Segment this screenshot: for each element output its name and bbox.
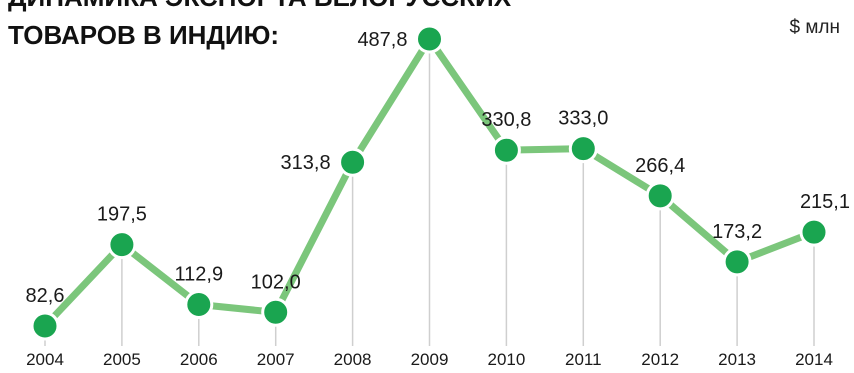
data-point-2007: [261, 297, 291, 327]
value-label-2005: 197,5: [97, 204, 147, 226]
chart-title: ДИНАМИКА ЭКСПОРТА БЕЛОРУССКИХ ТОВАРОВ В …: [8, 0, 512, 50]
x-label-2005: 2005: [103, 350, 141, 369]
x-label-2008: 2008: [334, 350, 372, 369]
data-point-2010: [491, 135, 521, 165]
x-label-2006: 2006: [180, 350, 218, 369]
unit-label: $ млн: [790, 17, 841, 38]
data-point-2005: [107, 230, 137, 260]
data-point-2008: [338, 147, 368, 177]
x-axis-labels: 2004 2005 2006 2007 2008 2009 2010 2011 2012 2013…: [26, 350, 833, 369]
chart-title-line-1: ДИНАМИКА ЭКСПОРТА БЕЛОРУССКИХ: [8, 0, 512, 12]
data-point-2004: [30, 311, 60, 341]
data-point-2014: [799, 217, 829, 247]
value-label-2013: 173,2: [712, 221, 762, 243]
data-point-2009: [415, 24, 444, 54]
value-label-2007: 102,0: [251, 271, 301, 293]
x-label-2007: 2007: [257, 350, 295, 369]
x-label-2010: 2010: [487, 350, 525, 369]
value-label-2009: 487,8: [357, 29, 407, 51]
value-label-2004: 82,6: [26, 285, 65, 307]
drop-lines: [44, 39, 815, 346]
value-label-2006: 112,9: [175, 264, 224, 286]
value-label-2008: 313,8: [281, 152, 331, 174]
x-label-2004: 2004: [26, 350, 64, 369]
data-point-2011: [568, 134, 598, 164]
value-label-2010: 330,8: [481, 109, 531, 131]
data-point-2012: [645, 181, 675, 211]
markers: [30, 24, 829, 341]
x-label-2011: 2011: [565, 350, 602, 369]
data-point-2006: [184, 290, 214, 320]
value-label-2011: 333,0: [558, 108, 608, 130]
value-labels: 82,6 197,5 112,9 102,0 313,8 487,8 330,8 333,0 2…: [26, 29, 850, 307]
data-point-2013: [722, 247, 752, 277]
x-label-2013: 2013: [718, 350, 756, 369]
chart-title-line-2: ТОВАРОВ В ИНДИЮ:: [8, 20, 279, 50]
x-label-2009: 2009: [411, 350, 449, 369]
value-label-2012: 266,4: [635, 155, 685, 177]
value-label-2014: 215,1: [800, 191, 850, 213]
x-label-2012: 2012: [641, 350, 679, 369]
x-label-2014: 2014: [795, 350, 833, 369]
